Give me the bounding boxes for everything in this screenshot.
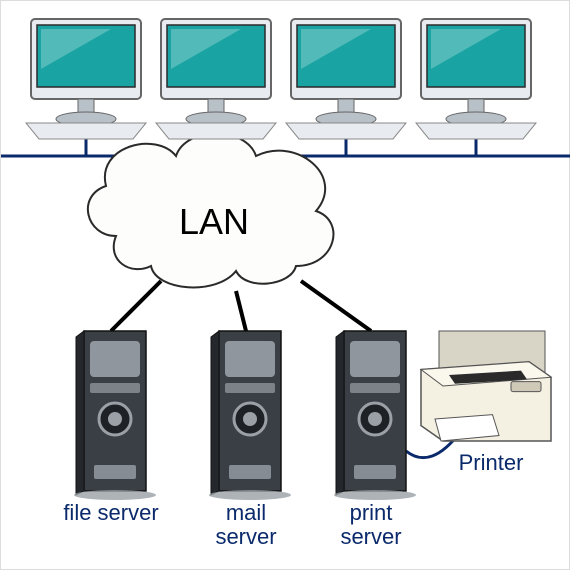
- server-icon: [74, 331, 156, 500]
- monitor-icon: [416, 19, 536, 139]
- server-icon: [209, 331, 291, 500]
- monitor-icon: [286, 19, 406, 139]
- printer-label: Printer: [431, 451, 551, 475]
- server-icon: [334, 331, 416, 500]
- monitor-icon: [156, 19, 276, 139]
- printer-icon: [421, 331, 551, 441]
- cloud-label: LAN: [179, 201, 249, 243]
- mail-server-label: mail server: [196, 501, 296, 549]
- print-server-label: print server: [321, 501, 421, 549]
- monitor-icon: [26, 19, 146, 139]
- file-server-label: file server: [61, 501, 161, 525]
- lan-diagram: [1, 1, 570, 571]
